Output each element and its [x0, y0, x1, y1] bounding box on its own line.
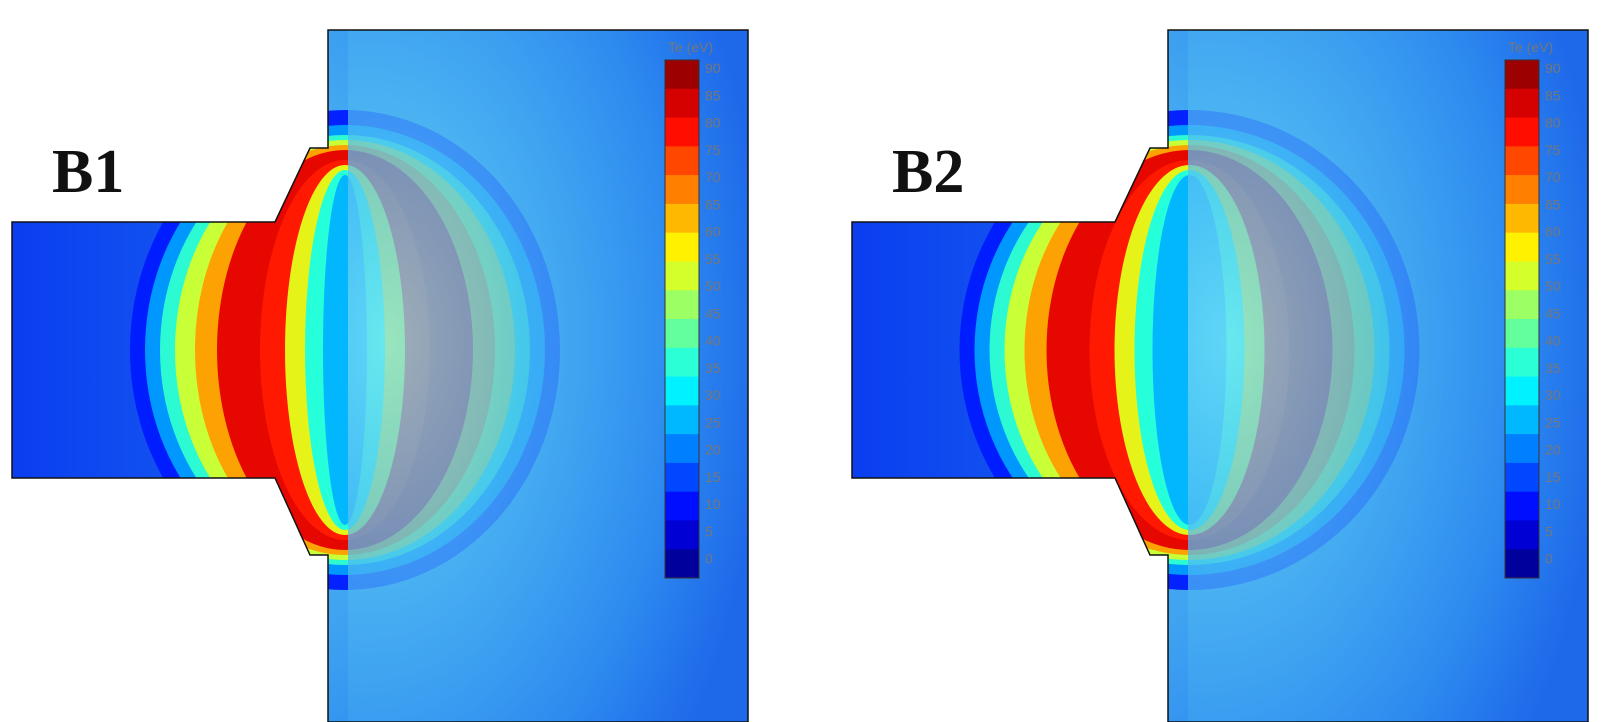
colorbar-tick-label: 85: [1545, 87, 1561, 103]
colorbar-segment: [1505, 520, 1539, 550]
temperature-field: [12, 30, 748, 722]
colorbar-tick-label: 20: [1545, 442, 1561, 458]
colorbar-tick-label: 5: [705, 523, 713, 539]
colorbar-segment: [665, 146, 699, 176]
colorbar-tick-label: 25: [1545, 414, 1561, 430]
colorbar-segment: [665, 347, 699, 378]
colorbar-tick-label: 10: [705, 496, 721, 512]
domain-outline: [11, 29, 749, 722]
colorbar-tick-label: 75: [705, 142, 721, 158]
panel-label: B2: [892, 138, 964, 206]
colorbar-segment: [1505, 290, 1539, 320]
colorbar-segment: [1505, 146, 1539, 176]
colorbar-segment: [665, 232, 699, 262]
colorbar-tick-label: 70: [1545, 169, 1561, 185]
colorbar-tick-label: 20: [705, 442, 721, 458]
colorbar-segment: [1505, 60, 1539, 90]
colorbar-tick-label: 0: [1545, 551, 1553, 567]
colorbar-segment: [1505, 462, 1539, 493]
colorbar-segment: [665, 405, 699, 435]
colorbar-tick-label: 75: [1545, 142, 1561, 158]
colorbar-segment: [665, 319, 699, 349]
colorbar-segment: [1505, 88, 1539, 119]
colorbar-tick-label: 35: [705, 360, 721, 376]
colorbar-tick-label: 15: [1545, 469, 1561, 485]
colorbar-segment: [665, 434, 699, 464]
colorbar-tick-label: 50: [1545, 278, 1561, 294]
colorbar-segment: [665, 462, 699, 493]
colorbar-segment: [665, 88, 699, 119]
colorbar-tick-label: 55: [1545, 251, 1561, 267]
colorbar-tick-label: 30: [705, 387, 721, 403]
colorbar-tick-label: 90: [1545, 60, 1561, 76]
colorbar-segment: [1505, 405, 1539, 435]
colorbar-tick-label: 60: [705, 224, 721, 240]
colorbar-segment: [665, 549, 699, 579]
colorbar-segment: [1505, 203, 1539, 234]
colorbar-tick-label: 70: [705, 169, 721, 185]
colorbar-segment: [1505, 434, 1539, 464]
colorbar-title: Te (eV): [1508, 39, 1553, 55]
colorbar-tick-label: 0: [705, 551, 713, 567]
colorbar-tick-label: 25: [705, 414, 721, 430]
colorbar-tick-label: 80: [705, 115, 721, 131]
colorbar-tick-label: 80: [1545, 115, 1561, 131]
colorbar-tick-label: 45: [705, 305, 721, 321]
colorbar-segment: [665, 520, 699, 550]
colorbar-tick-label: 60: [1545, 224, 1561, 240]
colorbar-segment: [665, 203, 699, 234]
panel-label: B1: [52, 138, 124, 206]
colorbar-segment: [1505, 175, 1539, 205]
colorbar-segment: [1505, 261, 1539, 291]
colorbar-segment: [665, 376, 699, 406]
colorbar-tick-label: 45: [1545, 305, 1561, 321]
colorbar-tick-label: 5: [1545, 523, 1553, 539]
colorbar-tick-label: 40: [1545, 333, 1561, 349]
colorbar-segment: [665, 175, 699, 205]
colorbar-tick-label: 30: [1545, 387, 1561, 403]
colorbar-tick-label: 55: [705, 251, 721, 267]
colorbar-tick-label: 10: [1545, 496, 1561, 512]
colorbar-segment: [665, 117, 699, 147]
temperature-field: [852, 30, 1588, 722]
colorbar-segment: [1505, 491, 1539, 521]
colorbar-tick-label: 90: [705, 60, 721, 76]
colorbar-segment: [1505, 549, 1539, 579]
colorbar-frame: [664, 59, 700, 579]
colorbar-tick-label: 85: [705, 87, 721, 103]
colorbar-frame: [1504, 59, 1540, 579]
colorbar-segment: [1505, 232, 1539, 262]
colorbar-segment: [665, 491, 699, 521]
colorbar-title: Te (eV): [668, 39, 713, 55]
colorbar-segment: [1505, 347, 1539, 378]
colorbar-tick-label: 65: [1545, 196, 1561, 212]
colorbar-segment: [1505, 319, 1539, 349]
colorbar-tick-label: 15: [705, 469, 721, 485]
colorbar-segment: [1505, 376, 1539, 406]
domain-outline: [851, 29, 1589, 722]
colorbar-segment: [665, 261, 699, 291]
colorbar-tick-label: 35: [1545, 360, 1561, 376]
colorbar-tick-label: 40: [705, 333, 721, 349]
colorbar-tick-label: 65: [705, 196, 721, 212]
colorbar-segment: [665, 60, 699, 90]
colorbar-tick-label: 50: [705, 278, 721, 294]
colorbar-segment: [1505, 117, 1539, 147]
colorbar-segment: [665, 290, 699, 320]
